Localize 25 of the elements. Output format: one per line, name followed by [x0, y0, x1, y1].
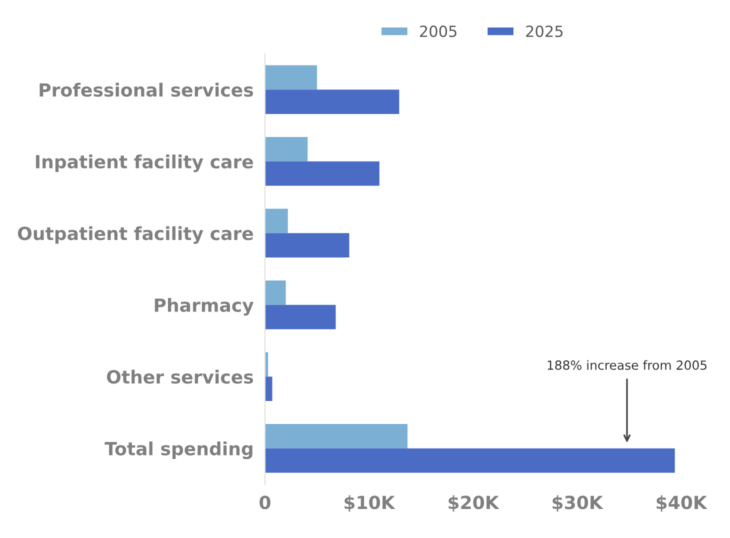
x-tick-label: $30K	[552, 495, 604, 512]
bar	[264, 137, 308, 162]
bar	[264, 161, 380, 186]
x-tick-label: $20K	[448, 495, 500, 512]
y-tick-label: Total spending	[104, 441, 252, 460]
y-tick-label: Outpatient facility care	[18, 226, 254, 244]
bar	[264, 448, 675, 473]
x-tick-label: 0	[260, 496, 270, 510]
bar	[264, 304, 336, 330]
bar	[264, 424, 408, 448]
bar	[264, 65, 318, 90]
bar	[264, 90, 400, 114]
bar	[264, 376, 272, 401]
bar	[264, 233, 350, 258]
y-tick-label: Other services	[106, 370, 254, 384]
x-tick-label: $40K	[656, 495, 708, 512]
bar	[264, 208, 288, 234]
y-tick-label: Inpatient facility care	[36, 154, 254, 172]
bar	[264, 280, 286, 305]
y-tick-label: Professional services	[40, 82, 254, 97]
annotation: 188% increase from 2005	[548, 360, 707, 370]
legend-label: 2005	[420, 26, 456, 38]
legend-label: 2025	[526, 26, 563, 38]
y-tick-label: Pharmacy	[154, 298, 254, 316]
x-tick-label: $10K	[344, 495, 396, 512]
